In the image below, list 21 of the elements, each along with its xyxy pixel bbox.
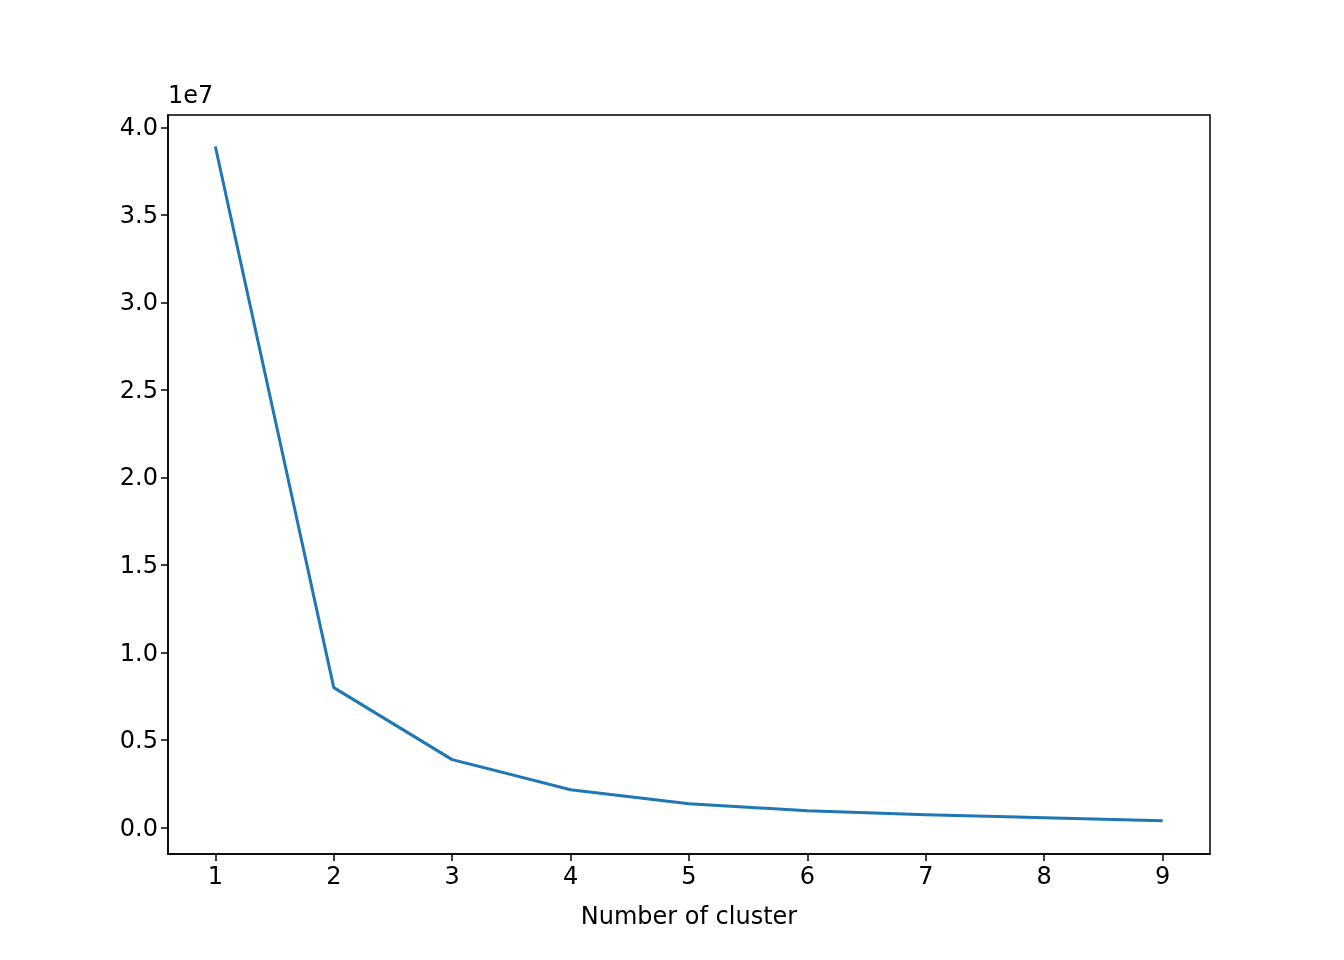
- x-tick-label: 5: [681, 862, 697, 890]
- y-tick-label: 1.0: [119, 638, 158, 667]
- x-tick-label: 7: [918, 862, 934, 890]
- line-series: [213, 145, 1165, 823]
- y-tick-label: 0.0: [119, 813, 158, 842]
- y-tick-label: 2.5: [119, 375, 158, 404]
- y-tick-label: 1.5: [119, 551, 158, 580]
- x-tick-label: 6: [799, 862, 816, 890]
- x-tick-label: 1: [207, 862, 223, 890]
- x-axis-title: Number of cluster: [580, 902, 798, 930]
- y-tick-label: 3.5: [119, 200, 158, 229]
- y-tick-label: 4.0: [119, 113, 158, 142]
- x-tick-label: 8: [1036, 862, 1052, 890]
- text: 1e7: [168, 81, 214, 109]
- x-tick-label: 9: [1155, 862, 1171, 890]
- x-tick-label: 3: [444, 862, 460, 890]
- y-tick-label: 2.0: [119, 463, 158, 492]
- x-tick-label: 4: [562, 862, 579, 890]
- y-tick-label: 3.0: [119, 288, 158, 317]
- x-tick-label: 2: [326, 862, 342, 890]
- y-tick-label: 0.5: [119, 726, 158, 755]
